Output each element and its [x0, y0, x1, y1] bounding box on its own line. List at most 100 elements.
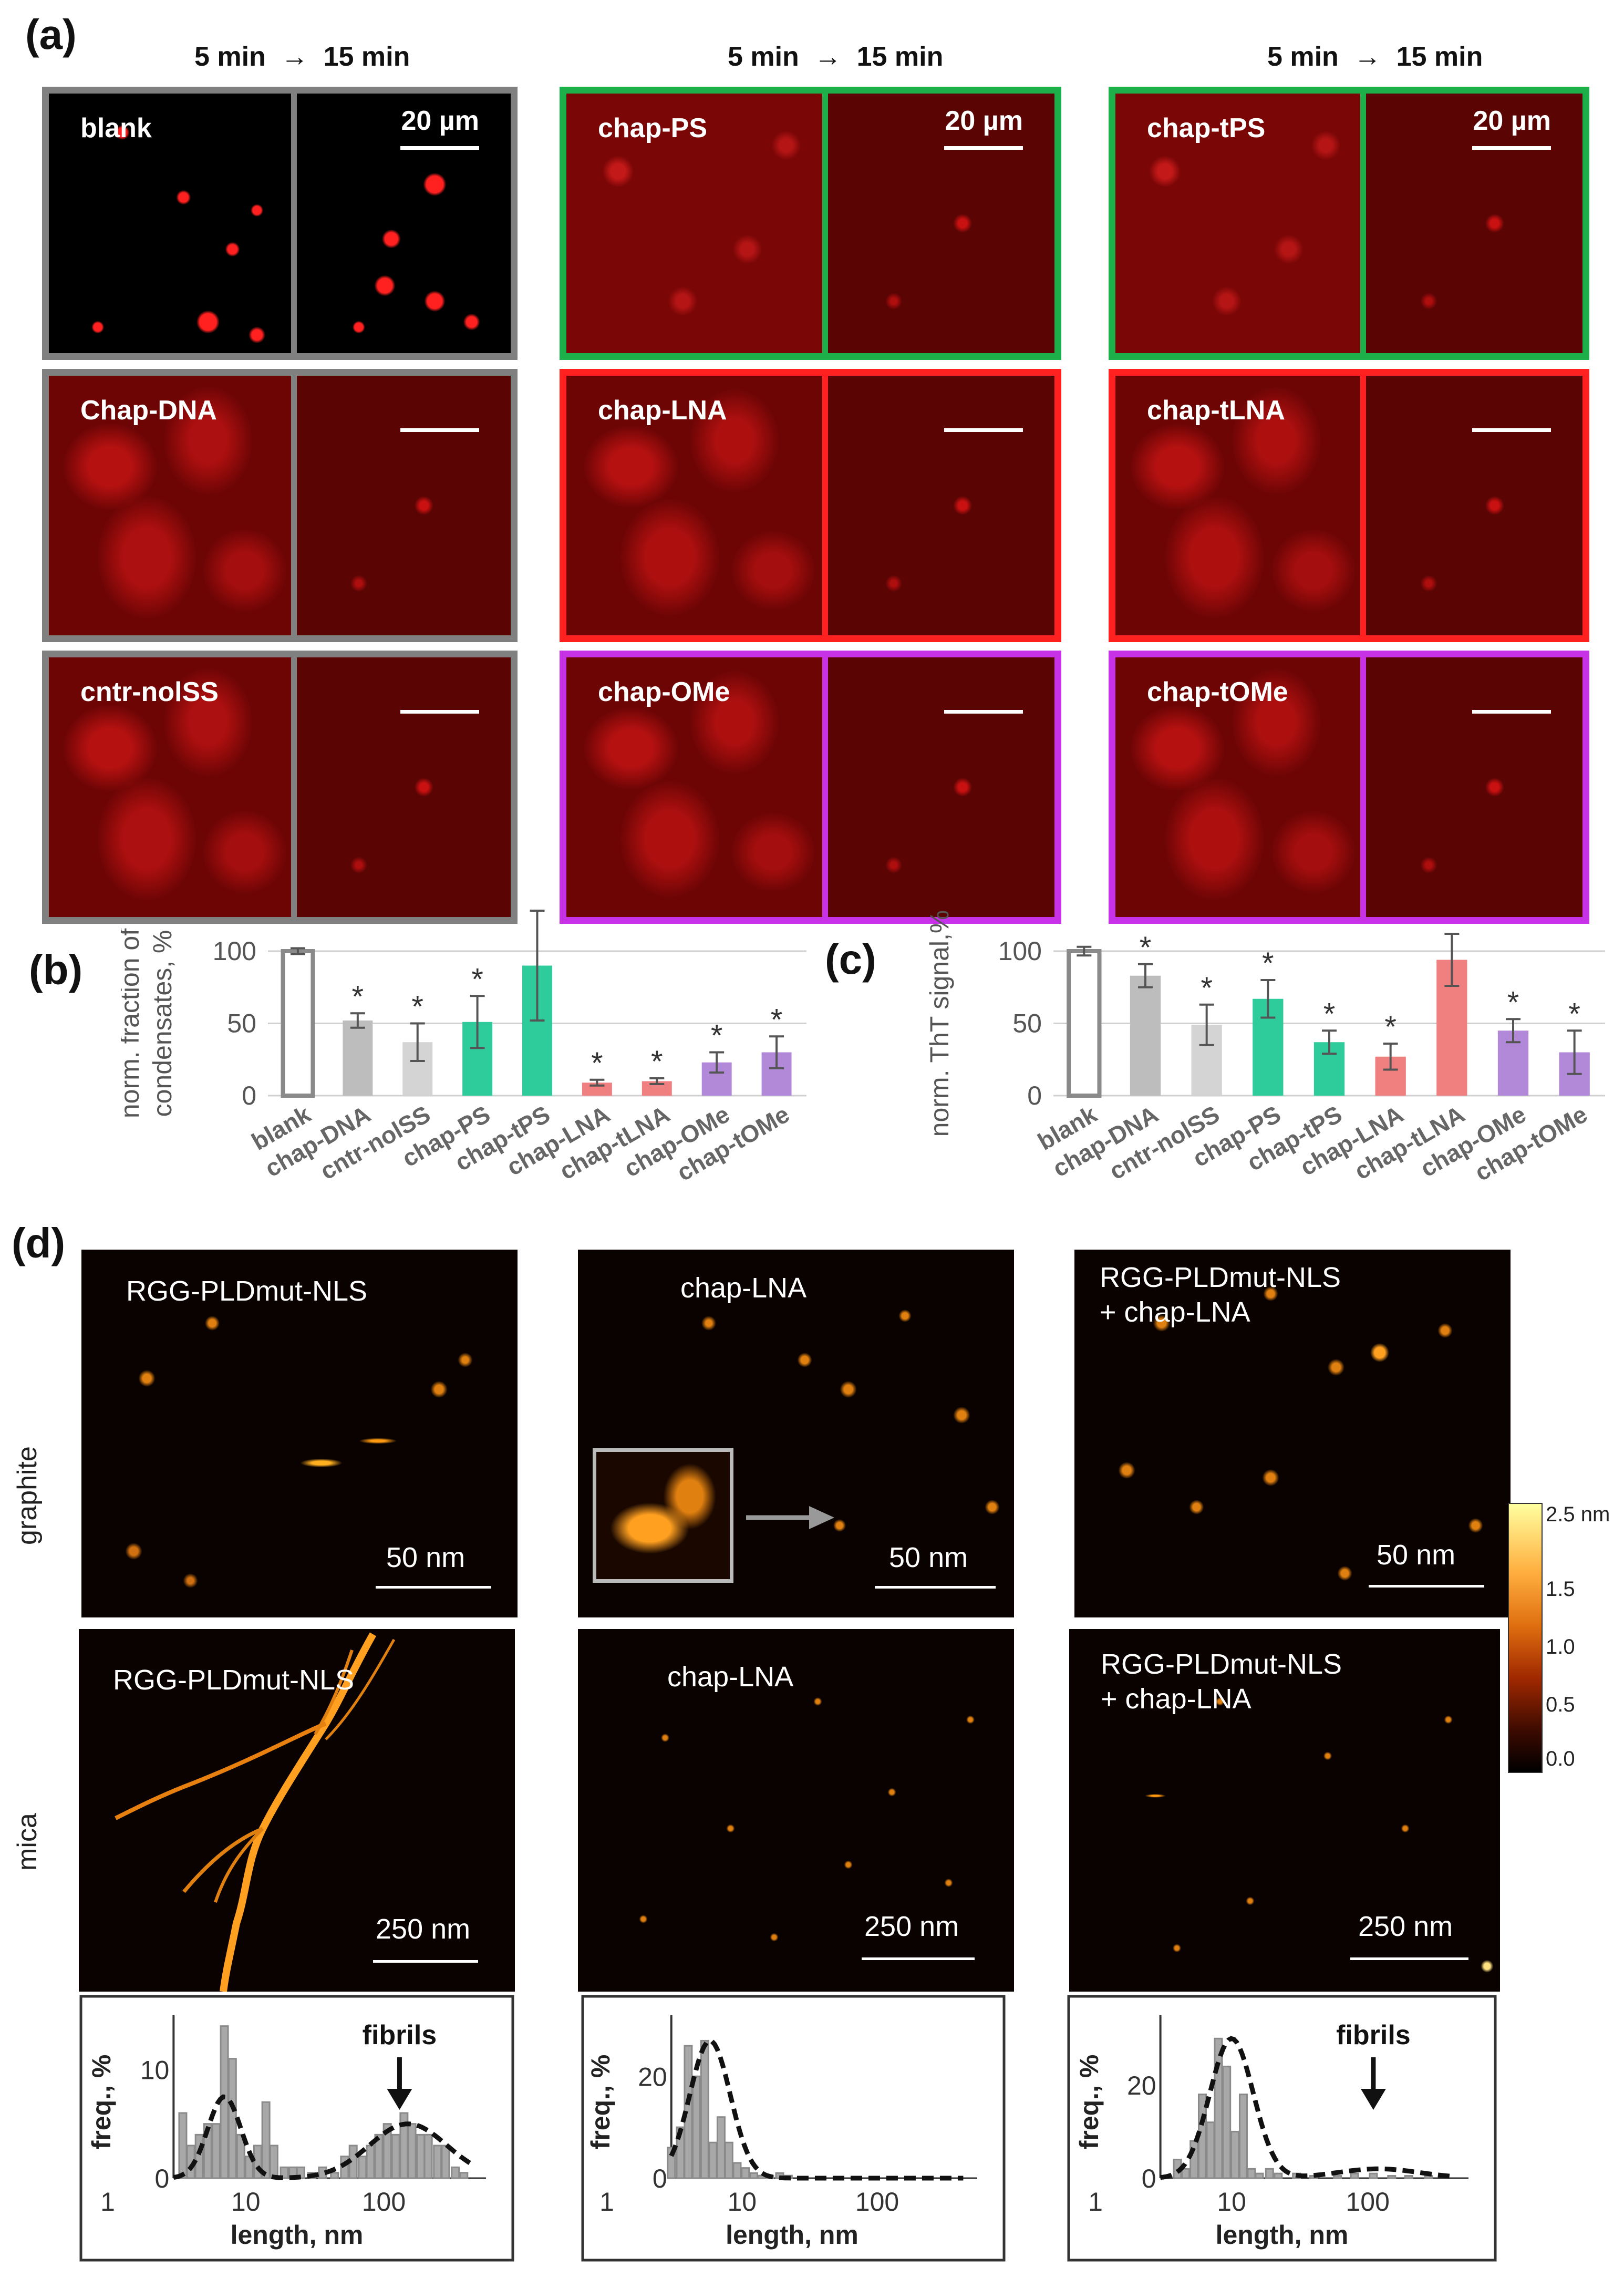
histogram-bar — [700, 2039, 709, 2179]
scale-bar — [400, 710, 479, 714]
zoom-inset — [593, 1448, 733, 1583]
y-tick-label: 50 — [227, 1009, 256, 1038]
scale-bar-label: 20 µm — [401, 106, 479, 136]
histogram-frame — [581, 1995, 1006, 2262]
micrograph-15min — [293, 376, 511, 635]
y-tick-label: 10 — [140, 2055, 170, 2085]
afm-scale-bar — [1369, 1585, 1484, 1588]
y-axis-label: norm. ThT signal,% — [925, 910, 954, 1137]
micrograph-divider — [1360, 376, 1367, 635]
micrograph-15min — [293, 657, 511, 917]
x-tick-label: 100 — [855, 2187, 899, 2217]
micrograph-divider — [291, 376, 297, 635]
micrograph-chap-tome: chap-tOMe — [1109, 651, 1589, 924]
x-tick-label: 1 — [100, 2187, 115, 2217]
micrograph-chap-tlna: chap-tLNA — [1109, 369, 1589, 642]
micrograph-divider — [822, 94, 829, 353]
y-tick-label: 0 — [242, 1081, 256, 1110]
x-tick-label: 100 — [362, 2187, 406, 2217]
significance-marker: * — [471, 962, 483, 996]
colorbar-tick: 1.0 — [1546, 1635, 1575, 1658]
bar — [281, 949, 315, 1098]
significance-marker: * — [711, 1019, 723, 1053]
down-arrow-icon — [1360, 2089, 1386, 2110]
micrograph-label: chap-tOMe — [1147, 677, 1288, 707]
row-label-mica: mica — [12, 1813, 43, 1871]
micrograph-label: chap-OMe — [598, 677, 730, 707]
significance-marker: * — [591, 1046, 603, 1080]
afm-scale-text: 250 nm — [376, 1913, 471, 1945]
scale-bar-label: 20 µm — [945, 106, 1023, 136]
panel-label-b: (b) — [29, 946, 83, 993]
histogram-bar — [261, 2101, 271, 2179]
histogram-bar — [211, 2123, 221, 2179]
x-axis-label: length, nm — [231, 2220, 364, 2250]
scale-bar — [1472, 710, 1551, 714]
histogram-bar — [358, 2156, 367, 2179]
micrograph-chap-ome: chap-OMe — [560, 651, 1061, 924]
fibril-network — [115, 1632, 396, 1992]
histogram-bar — [220, 2025, 229, 2179]
micrograph-label: chap-PS — [598, 113, 708, 143]
micrograph-cntr-nolss: cntr-nolSS — [42, 651, 518, 924]
y-axis-label: freq., % — [586, 2055, 615, 2150]
afm-scale-bar — [862, 1957, 975, 1960]
histogram-bar — [407, 2123, 417, 2179]
histogram-bar — [716, 2116, 726, 2179]
significance-marker: * — [651, 1045, 663, 1079]
micrograph-label: blank — [80, 113, 152, 143]
bar — [1067, 949, 1102, 1098]
afm-scale-bar — [373, 1960, 478, 1963]
significance-marker: * — [411, 990, 423, 1024]
histogram-bar — [692, 2075, 701, 2179]
histogram-bar — [1369, 2172, 1378, 2179]
histogram-bar — [1214, 2037, 1223, 2179]
histogram-bar — [1181, 2168, 1191, 2179]
micrograph-chap-dna: Chap-DNA — [42, 369, 518, 642]
scale-bar — [1472, 428, 1551, 432]
colorbar-tick: 0.0 — [1546, 1747, 1575, 1770]
micrograph-15min — [825, 94, 1054, 353]
afm-mica-chap-lna: chap-LNA 250 nm — [578, 1629, 1014, 1992]
micrograph-5min — [566, 657, 825, 917]
panel-label-c: (c) — [825, 936, 876, 983]
significance-marker: * — [1140, 931, 1152, 965]
afm-graphite-rgg-chap-lna: RGG-PLDmut-NLS + chap-LNA 50 nm — [1074, 1250, 1511, 1617]
micrograph-5min — [49, 657, 294, 917]
time-header-1: 5 min → 15 min — [194, 42, 410, 72]
micrograph-5min — [1115, 657, 1363, 917]
bar — [343, 1021, 373, 1096]
afm-mica-rgg-chap-lna: RGG-PLDmut-NLS + chap-LNA 250 nm — [1069, 1629, 1500, 1992]
histogram-bar — [749, 2172, 758, 2179]
afm-graphite-chap-lna: chap-LNA 50 nm — [578, 1250, 1014, 1617]
histogram-bar — [1265, 2168, 1274, 2179]
x-axis-label: length, nm — [1216, 2220, 1349, 2250]
histogram-bar — [382, 2123, 392, 2179]
fibrils-annotation: fibrils — [1336, 2020, 1411, 2050]
micrograph-15min — [825, 376, 1054, 635]
y-tick-label: 0 — [1027, 1081, 1042, 1110]
significance-marker: * — [352, 980, 364, 1014]
histogram-bar — [391, 2133, 400, 2179]
afm-scale-text: 50 nm — [386, 1542, 466, 1573]
scale-bar — [400, 146, 479, 150]
x-tick-label: 10 — [727, 2187, 757, 2217]
afm-mica-rgg: RGG-PLDmut-NLS 250 nm — [79, 1629, 515, 1992]
x-tick-label: 10 — [231, 2187, 261, 2217]
micrograph-5min — [566, 94, 825, 353]
colorbar-tick: 1.5 — [1546, 1578, 1575, 1601]
micrograph-label: chap-tPS — [1147, 113, 1266, 143]
histogram-bar — [194, 2133, 204, 2179]
y-axis-label: freq., % — [87, 2055, 116, 2150]
down-arrow-icon — [387, 2089, 412, 2110]
fibrils-annotation: fibrils — [363, 2020, 437, 2050]
x-tick-label: 1 — [599, 2187, 614, 2217]
colorbar-tick: 2.5 nm — [1546, 1503, 1610, 1526]
micrograph-chap-tps: chap-tPS 20 µm — [1109, 87, 1589, 360]
histogram-bar — [1255, 2172, 1264, 2179]
histogram-bar — [741, 2167, 750, 2179]
histogram-bar — [433, 2145, 442, 2179]
micrograph-chap-lna: chap-LNA — [560, 369, 1061, 642]
y-axis-label: freq., % — [1074, 2055, 1104, 2150]
